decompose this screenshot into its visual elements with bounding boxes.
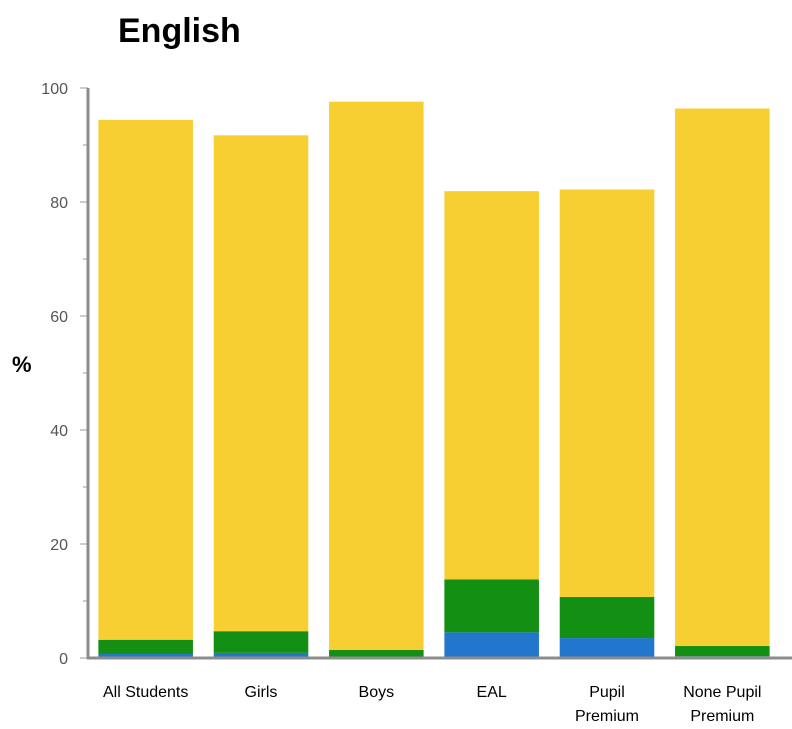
bar-segment bbox=[444, 579, 539, 633]
bar-segment bbox=[559, 189, 655, 598]
y-tick-label: 40 bbox=[50, 423, 68, 440]
x-tick-label: Girls bbox=[245, 684, 278, 701]
bar-segment bbox=[213, 135, 309, 632]
y-tick-label: 80 bbox=[50, 195, 68, 212]
bar-segment bbox=[329, 650, 424, 657]
bar-segment bbox=[444, 191, 539, 580]
y-tick-label: 100 bbox=[41, 81, 68, 98]
y-tick-label: 60 bbox=[50, 309, 68, 326]
bar-segment bbox=[675, 646, 770, 657]
x-tick-label: EAL bbox=[477, 684, 507, 701]
bar-segment bbox=[329, 101, 424, 651]
y-tick-label: 20 bbox=[50, 537, 68, 554]
x-tick-label: Boys bbox=[359, 684, 395, 701]
chart-title: English bbox=[118, 12, 241, 50]
bar-segment bbox=[98, 119, 193, 640]
bar-segment bbox=[559, 597, 655, 639]
x-axis-ticks: All Students Girls Boys EAL Pupil Premium None… bbox=[103, 684, 762, 725]
bar-segment bbox=[444, 632, 539, 658]
bar-segment bbox=[98, 654, 193, 658]
bar-segment bbox=[559, 638, 655, 658]
bar-segment bbox=[213, 652, 309, 658]
y-axis-label: % bbox=[12, 352, 32, 377]
bar-segment bbox=[675, 108, 770, 647]
y-axis-ticks: 0 20 40 60 80 100 bbox=[41, 81, 88, 668]
bar-segment bbox=[98, 639, 193, 655]
bar-segment bbox=[213, 631, 309, 653]
x-tick-label: None Pupil Premium bbox=[683, 684, 761, 725]
x-tick-label: All Students bbox=[103, 684, 188, 701]
y-tick-label: 0 bbox=[59, 651, 68, 668]
bars bbox=[98, 101, 770, 658]
x-tick-label: Pupil Premium bbox=[575, 684, 639, 725]
axes bbox=[86, 88, 792, 660]
